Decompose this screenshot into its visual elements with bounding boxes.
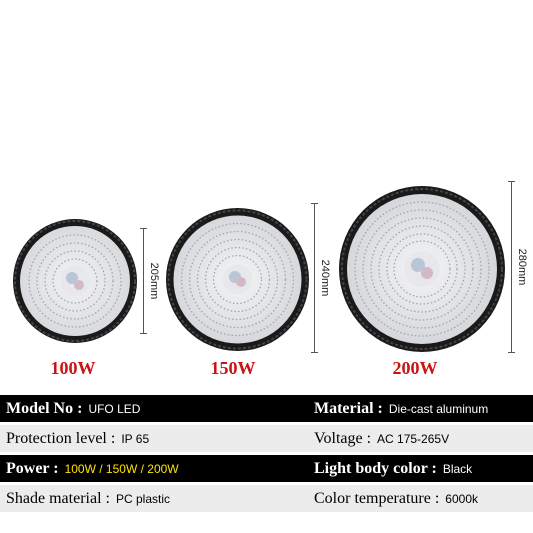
spec-label-body-color: Light body color :	[314, 460, 437, 477]
spec-label-shade: Shade material :	[6, 490, 110, 507]
ufo-lamp-100w-image	[13, 219, 137, 343]
watt-label-200w: 200W	[392, 358, 438, 378]
spec-row-shade-temperature: Shade material : PC plastic Color tempera…	[0, 485, 533, 512]
spec-table: Model No : UFO LED Material : Die-cast alu…	[0, 395, 533, 515]
spec-value-protection: IP 65	[121, 432, 150, 446]
spec-value-power: 100W / 150W / 200W	[64, 462, 179, 476]
spec-value-model: UFO LED	[88, 402, 141, 416]
spec-label-model: Model No :	[6, 400, 83, 417]
dimension-marker-150w: 240mm	[311, 203, 331, 353]
spec-row-protection-voltage: Protection level : IP 65 Voltage : AC 175-…	[0, 425, 533, 452]
watt-label-150w: 150W	[210, 358, 256, 378]
spec-row-power-color: Power : 100W / 150W / 200W Light body col…	[0, 455, 533, 482]
spec-value-voltage: AC 175-265V	[377, 432, 450, 446]
dimension-marker-200w: 280mm	[508, 181, 528, 353]
dimension-marker-100w: 205mm	[140, 228, 160, 334]
dimension-label-150w: 240mm	[319, 259, 331, 297]
dimension-label-100w: 205mm	[148, 262, 160, 300]
ufo-lamp-200w-image	[339, 186, 505, 352]
spec-label-protection: Protection level :	[6, 430, 116, 447]
spec-value-body-color: Black	[442, 462, 473, 476]
spec-value-material: Die-cast aluminum	[388, 402, 489, 416]
spec-row-model-material: Model No : UFO LED Material : Die-cast alu…	[0, 395, 533, 422]
spec-label-voltage: Voltage :	[314, 430, 372, 447]
dimension-label-200w: 280mm	[516, 248, 528, 286]
ufo-lamp-150w-image	[166, 208, 309, 351]
spec-label-power: Power :	[6, 460, 59, 477]
watt-label-100w: 100W	[50, 358, 96, 378]
spec-value-shade: PC plastic	[115, 492, 170, 506]
spec-label-color-temp: Color temperature :	[314, 490, 440, 507]
spec-label-material: Material :	[314, 400, 383, 417]
spec-value-color-temp: 6000k	[445, 492, 478, 506]
